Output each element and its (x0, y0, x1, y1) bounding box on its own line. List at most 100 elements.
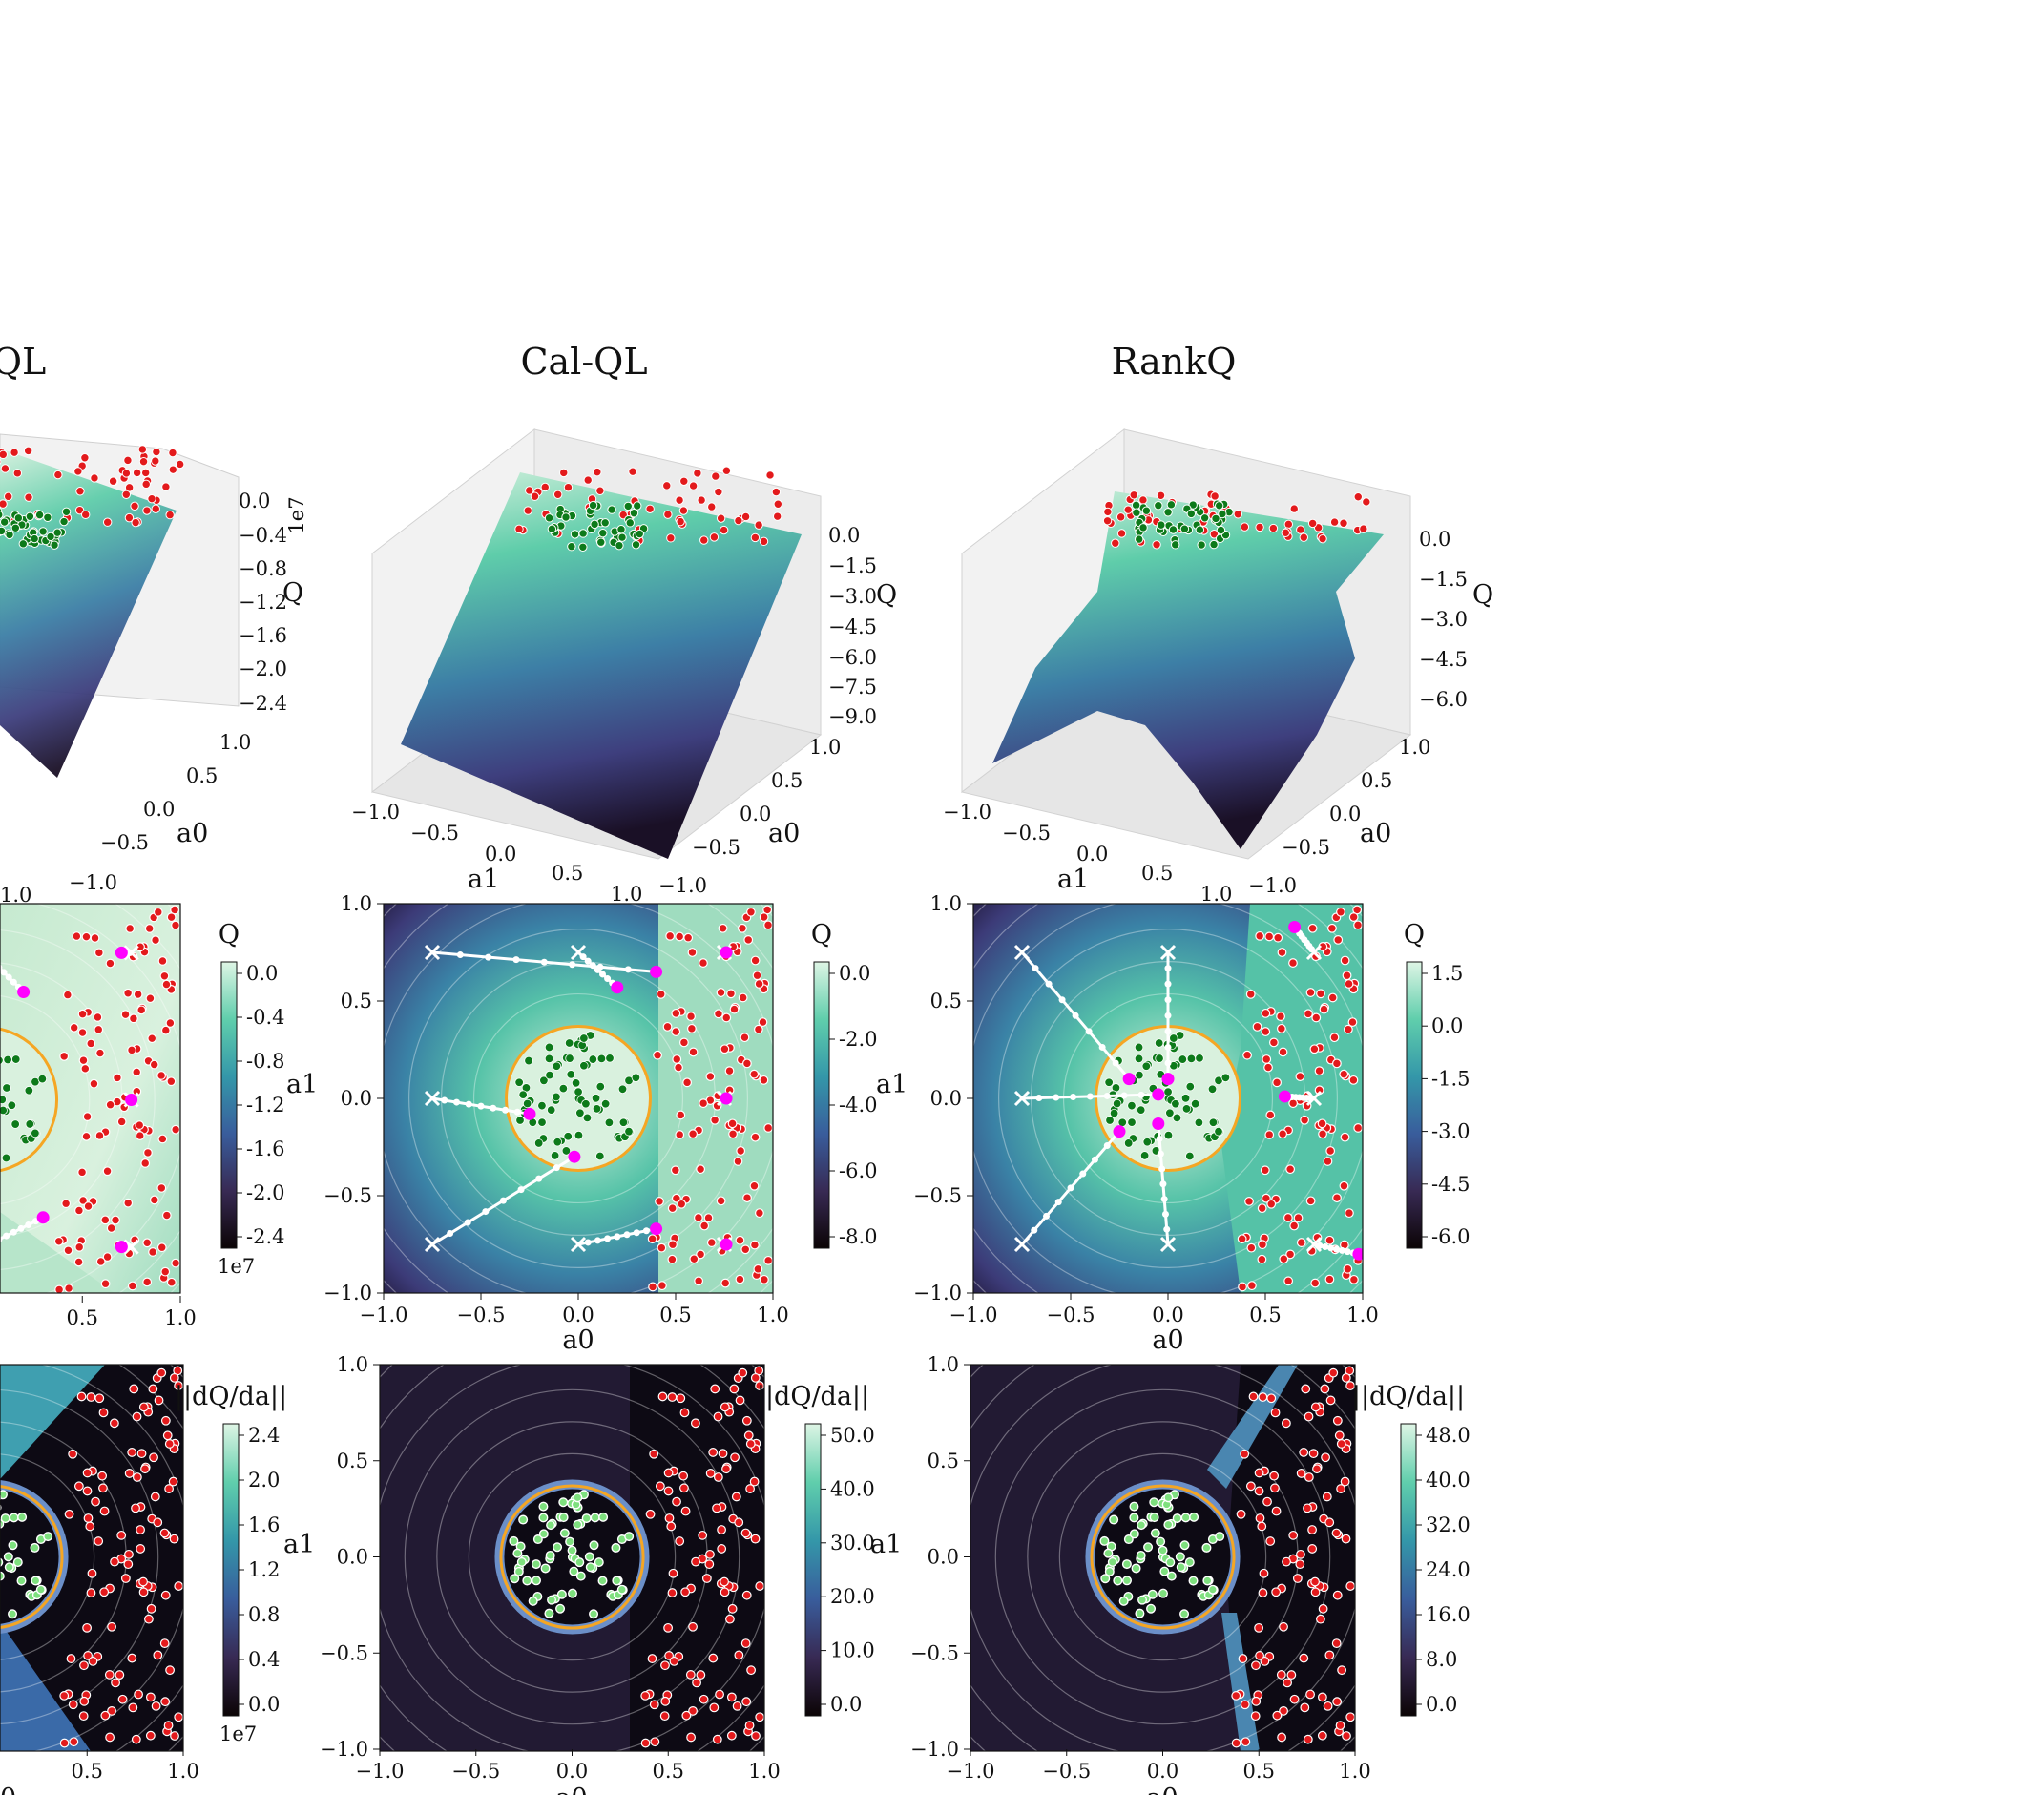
calql-q-inlier-point (552, 1061, 562, 1071)
ql-q-outlier-point (72, 931, 82, 942)
calql-grad-xtick-label: −0.5 (451, 1760, 500, 1783)
surface-outlier-point (1138, 495, 1148, 505)
rankq-q-trajectory-step (1054, 1199, 1062, 1206)
rankq-q-trajectory-step (1164, 1059, 1172, 1067)
rankq-q-colorbar-tick-label: 0.0 (1431, 1014, 1463, 1037)
rankq-grad-inlier-point (1149, 1497, 1159, 1508)
surface-inlier-point (0, 526, 7, 536)
ql-q-ticks: 0.5 1.0 (67, 1296, 197, 1329)
calql-grad-inlier-point (522, 1576, 532, 1586)
rankq-a0-tick: −0.5 (1282, 836, 1330, 859)
rankq-a1-tick: −0.5 (1002, 822, 1051, 845)
rankq-grad-colorbar-tick-label: 8.0 (1426, 1648, 1457, 1671)
ql-q-outlier-point (82, 1112, 93, 1121)
calql-q-trajectory-step (599, 971, 606, 978)
calql-q-ytick-label: −0.5 (323, 1184, 372, 1207)
calql-q-inlier-point (558, 1083, 569, 1094)
rankq-q-end-marker (1152, 1088, 1165, 1101)
calql-grad-inlier-point (516, 1556, 527, 1567)
calql-grad-outlier-point (749, 1476, 760, 1487)
rankq-q-inlier-point (1186, 1054, 1197, 1064)
calql-grad-outlier-point (664, 1513, 675, 1523)
ql-grad-outlier-point (131, 1734, 141, 1744)
ql-q-trajectory-step (10, 1228, 17, 1236)
rankq-q-outlier-point (1246, 1242, 1257, 1253)
ql-surface-points (0, 445, 185, 550)
rankq-grad-inlier-point (1158, 1588, 1168, 1598)
calql-q-outlier-point (721, 1012, 732, 1023)
calql-q-inlier-point (565, 1054, 574, 1063)
calql-q-outlier-point (676, 1110, 686, 1120)
rankq-grad-xtick-label: 0.5 (1243, 1760, 1275, 1783)
rankq-q-outlier-point (1285, 1164, 1296, 1175)
ql-q-colorbar-tick-label: 0.0 (246, 962, 278, 985)
ql-q-outlier-point (100, 1279, 111, 1289)
rankq-q-outlier-point (1316, 989, 1325, 999)
rankq-z-tick: −3.0 (1419, 608, 1468, 631)
calql-grad-colorbar-tick-label: 20.0 (830, 1585, 875, 1608)
calql-grad-outlier-point (746, 1665, 756, 1676)
ql-q-outlier-point (89, 1078, 99, 1089)
ql-q-outlier-point (77, 1167, 87, 1178)
rankq-grad-colorbar-tick-label: 16.0 (1426, 1603, 1470, 1626)
calql-grad-outlier-point (668, 1568, 678, 1578)
surface-outlier-point (716, 513, 726, 523)
calql-q-outlier-point (696, 1249, 706, 1260)
calql-a0-tick: 0.0 (740, 803, 771, 825)
rankq-q-end-marker (1122, 1073, 1136, 1086)
calql-q-xlabel: a0 (562, 1325, 594, 1355)
rankq-grad-outlier-point (1269, 1471, 1280, 1481)
calql-q-start-marker (424, 1090, 441, 1107)
rankq-q-inlier-point (1185, 1151, 1195, 1161)
rankq-q-outlier-point (1288, 958, 1298, 968)
calql-grad-outlier-point (691, 1556, 700, 1567)
calql-q-end-marker (650, 965, 663, 978)
rankq-grad-inlier-point (1184, 1557, 1195, 1568)
calql-z-tick: −3.0 (828, 585, 877, 608)
calql-q-trajectory-step (584, 1239, 592, 1246)
calql-a1-tick: −0.5 (410, 822, 459, 845)
rankq-grad-inlier-point (1166, 1571, 1177, 1581)
rankq-q-trajectory-step (1112, 1059, 1119, 1067)
ql-q-ylabel: a1 (286, 1070, 318, 1099)
ql-q-inlier-point (11, 1054, 21, 1064)
ql-q-inlier-point (0, 1095, 7, 1105)
ql-grad-inlier-point (0, 1490, 8, 1500)
ql-q-outlier-point (94, 1131, 105, 1140)
rankq-q-outlier-point (1272, 1077, 1282, 1088)
rankq-grad-colorbar-tick-label: 24.0 (1426, 1558, 1470, 1581)
calql-a1-tick: 1.0 (611, 883, 642, 906)
surface-outlier-point (675, 495, 684, 505)
rankq-a0-tick: 0.0 (1329, 803, 1361, 825)
rankq-grad-outlier-point (1310, 1576, 1320, 1587)
rankq-q-xtick-label: −1.0 (949, 1304, 998, 1326)
ql-q-outlier-point (90, 933, 100, 943)
rankq-q-trajectory-step (1156, 1135, 1163, 1142)
rankq-q-start-marker (1305, 1236, 1323, 1253)
ql-grad-outlier-point (98, 1408, 109, 1418)
calql-grad-outlier-point (731, 1492, 741, 1502)
calql-q-inlier-point (524, 1055, 533, 1066)
ql-q-outlier-point (140, 1158, 151, 1168)
ql-grad-outlier-point (78, 1711, 89, 1722)
calql-grad-colorbar-label: ||dQ/da|| (757, 1382, 869, 1411)
rankq-grad-outlier-point (1254, 1622, 1263, 1633)
ql-a0-label: a0 (177, 819, 208, 848)
calql-grad-outlier-point (667, 1392, 678, 1402)
ql-q-outlier-point (86, 1038, 96, 1049)
rankq-q-colorbar-tick-label: -4.5 (1431, 1173, 1470, 1196)
rankq-grad-outlier-point (1251, 1696, 1262, 1706)
rankq-surface (992, 491, 1384, 849)
surface-outlier-point (24, 492, 33, 502)
ql-grad-outlier-point (97, 1471, 108, 1481)
rankq-grad-outlier-point (1258, 1588, 1268, 1597)
calql-grad-outlier-point (741, 1697, 752, 1707)
calql-q-trajectory-step (589, 962, 596, 970)
surface-outlier-point (1281, 528, 1290, 538)
calql-grad-outlier-point (696, 1670, 706, 1680)
rankq-q-outlier-point (1333, 934, 1344, 945)
calql-grad-colorbar-bar (804, 1423, 822, 1717)
calql-surface-ticks: 0.0 −1.5 −3.0 −4.5 −6.0 −7.5 −9.0 Q 1.0 … (351, 524, 897, 906)
calql-grad-ytick-label: 0.5 (337, 1450, 368, 1472)
rankq-a0-tick: −1.0 (1248, 874, 1297, 897)
